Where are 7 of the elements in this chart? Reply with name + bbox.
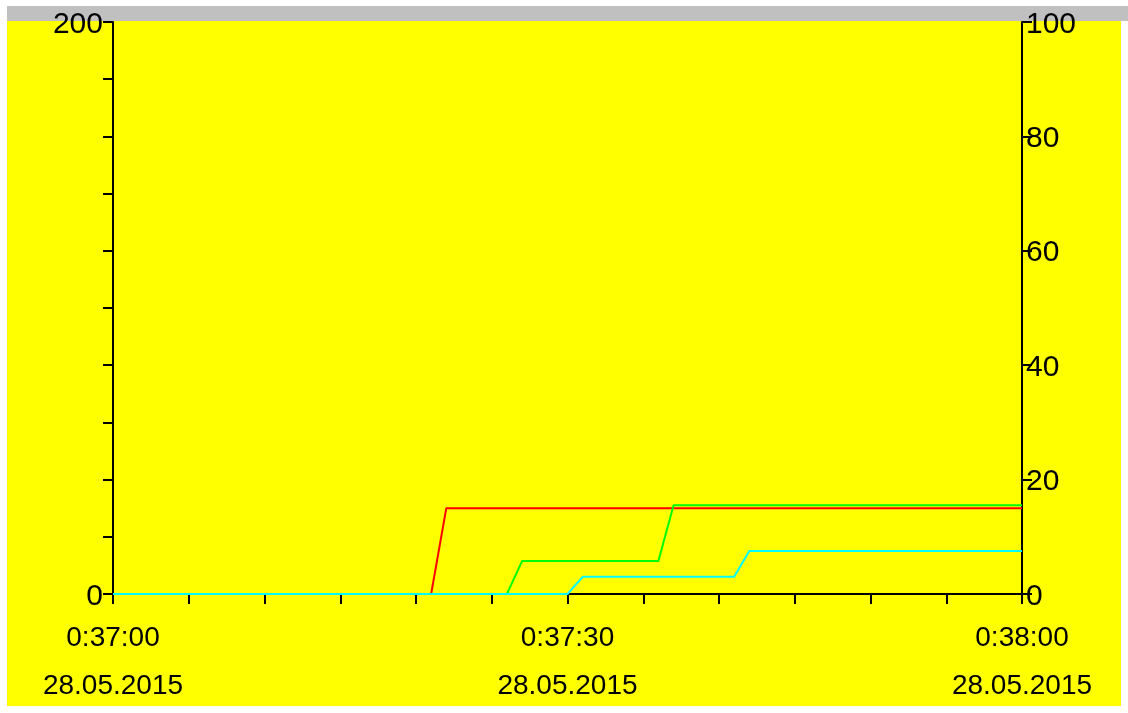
x-tick-label: 0:37:00 28.05.2015	[42, 620, 184, 700]
y2-tick-label: 80	[1026, 119, 1060, 153]
x-tick-label: 0:37:30 28.05.2015	[497, 620, 638, 700]
y2-tick-label: 60	[1026, 234, 1060, 268]
y2-tick-label: 40	[1026, 348, 1060, 382]
x-tick-label: 0:38:00 28.05.2015	[951, 620, 1093, 700]
y2-tick-label: 20	[1026, 463, 1060, 497]
